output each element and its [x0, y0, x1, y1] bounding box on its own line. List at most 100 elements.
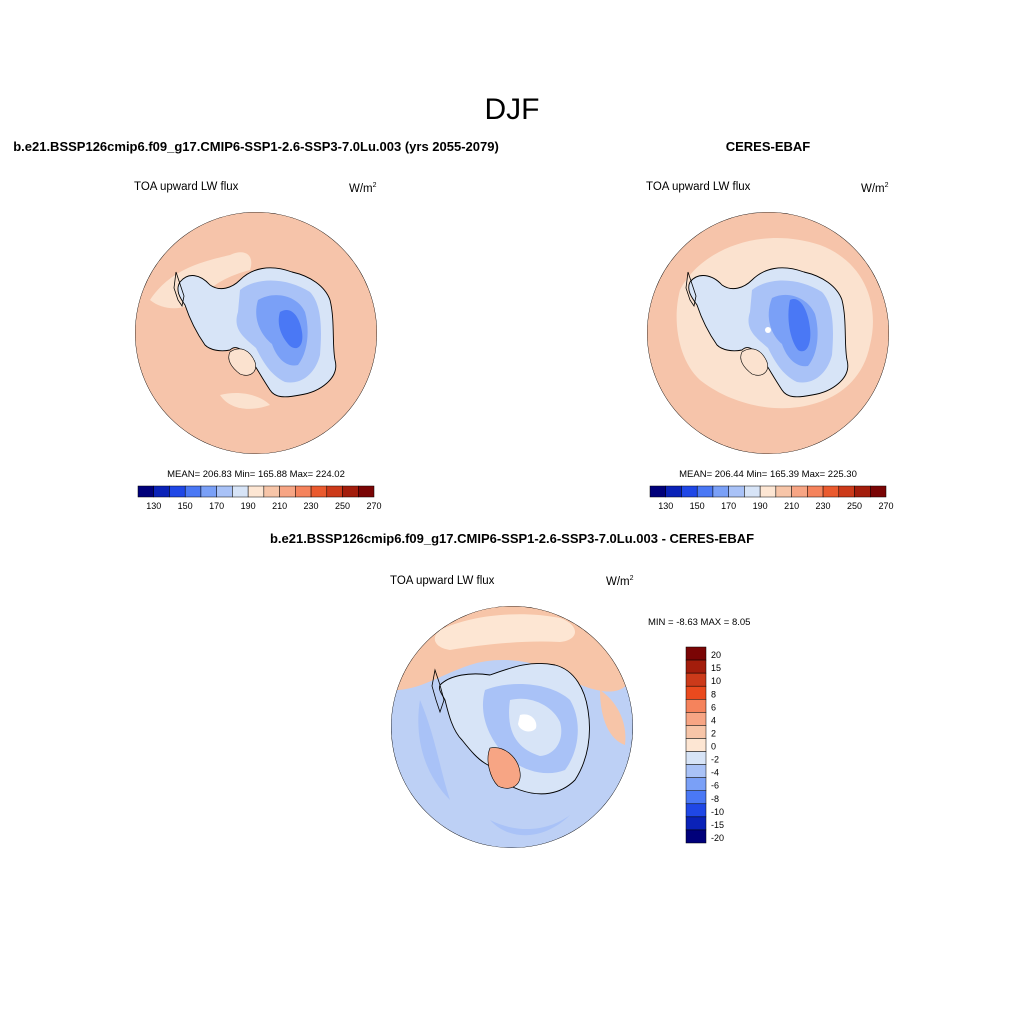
diff-colorbar-swatch	[685, 672, 707, 687]
obs-colorbar: 130 150 170 190 210 230 250 270	[649, 485, 894, 511]
obs-colorbar-swatch	[822, 485, 840, 498]
model-colorbar-tick-label: 210	[272, 501, 287, 511]
obs-colorbar-tick-label: 190	[753, 501, 768, 511]
obs-colorbar-tick-label: 270	[878, 501, 893, 511]
diff-colorbar-tick-label: 4	[711, 715, 716, 725]
model-colorbar-swatch	[137, 485, 154, 498]
diff-colorbar-tick-label: 20	[711, 650, 721, 660]
model-colorbar-tick-label: 270	[366, 501, 381, 511]
model-polar-map	[135, 212, 377, 454]
model-colorbar-swatch	[326, 485, 343, 498]
obs-colorbar-swatch	[649, 485, 666, 498]
model-colorbar-tick-label: 230	[304, 501, 319, 511]
model-colorbar-swatch	[200, 485, 217, 498]
diff-colorbar-tick-label: 2	[711, 728, 716, 738]
model-colorbar: 130 150 170 190 210 230 250 270	[137, 485, 382, 511]
obs-colorbar-tick-label: 250	[847, 501, 862, 511]
model-colorbar-swatch	[216, 485, 233, 498]
diff-colorbar-tick-label: -4	[711, 768, 719, 778]
obs-stats: MEAN= 206.44 Min= 165.39 Max= 225.30	[679, 469, 857, 480]
obs-colorbar-swatch	[870, 485, 887, 498]
model-colorbar-swatch	[184, 485, 202, 498]
diff-units-label: W/m2	[606, 575, 634, 588]
model-colorbar-swatch	[247, 485, 265, 498]
diff-colorbar-tick-label: -8	[711, 794, 719, 804]
diff-polar-map	[391, 606, 633, 848]
diff-colorbar-swatch	[685, 725, 707, 739]
diff-colorbar-tick-label: 6	[711, 702, 716, 712]
obs-peninsula	[685, 271, 697, 308]
model-colorbar-swatch	[310, 485, 328, 498]
model-variable-label: TOA upward LW flux	[134, 181, 239, 193]
model-colorbar-swatch	[279, 485, 296, 498]
obs-panel-header: CERES-EBAF	[726, 139, 811, 154]
obs-colorbar-tick-label: 170	[721, 501, 736, 511]
diff-colorbar-tick-label: 0	[711, 742, 716, 752]
model-colorbar-swatch	[232, 485, 249, 498]
model-colorbar-swatch	[263, 485, 280, 498]
model-colorbar-swatch	[169, 485, 186, 498]
diff-variable-label: TOA upward LW flux	[390, 575, 495, 587]
diff-minmax-label: MIN = -8.63 MAX = 8.05	[648, 617, 750, 628]
obs-colorbar-tick-label: 150	[690, 501, 705, 511]
diff-colorbar-tick-label: -10	[711, 807, 724, 817]
diff-colorbar-swatch	[685, 790, 707, 805]
model-colorbar-tick-label: 150	[178, 501, 193, 511]
obs-colorbar-swatch	[791, 485, 808, 498]
diff-colorbar-swatch	[685, 751, 707, 765]
model-colorbar-tick-label: 250	[335, 501, 350, 511]
obs-colorbar-swatch	[807, 485, 824, 498]
diff-colorbar-tick-label: -2	[711, 755, 719, 765]
model-colorbar-tick-label: 190	[241, 501, 256, 511]
diff-colorbar-swatch	[685, 712, 707, 726]
model-colorbar-swatch	[358, 485, 375, 498]
diff-colorbar-tick-label: 8	[711, 689, 716, 699]
diff-colorbar-tick-label: -20	[711, 833, 724, 843]
model-panel-header: b.e21.BSSP126cmip6.f09_g17.CMIP6-SSP1-2.…	[13, 139, 499, 154]
diff-colorbar-swatch	[685, 659, 707, 674]
model-panel: b.e21.BSSP126cmip6.f09_g17.CMIP6-SSP1-2.…	[13, 139, 499, 511]
obs-colorbar-swatch	[665, 485, 682, 498]
obs-colorbar-tick-label: 210	[784, 501, 799, 511]
diff-colorbar-tick-label: 10	[711, 676, 721, 686]
obs-colorbar-swatch	[775, 485, 792, 498]
obs-colorbar-swatch	[728, 485, 745, 498]
model-units-label: W/m2	[349, 182, 377, 195]
diff-colorbar-swatch	[685, 646, 707, 661]
obs-colorbar-swatch	[759, 485, 777, 498]
diff-colorbar-swatch	[685, 829, 707, 844]
obs-colorbar-swatch	[838, 485, 855, 498]
diff-colorbar-swatch	[685, 816, 707, 831]
diff-colorbar-swatch	[685, 777, 707, 791]
model-colorbar-swatch	[295, 485, 312, 498]
model-colorbar-tick-label: 170	[209, 501, 224, 511]
model-stats: MEAN= 206.83 Min= 165.88 Max= 224.02	[167, 469, 345, 480]
diff-ross-sea	[487, 747, 521, 789]
diff-colorbar-tick-label: -6	[711, 781, 719, 791]
model-colorbar-tick-label: 130	[146, 501, 161, 511]
diff-colorbar-swatch	[685, 699, 707, 713]
model-peninsula	[173, 271, 185, 308]
diff-colorbar-swatch	[685, 764, 707, 778]
diff-panel: b.e21.BSSP126cmip6.f09_g17.CMIP6-SSP1-2.…	[270, 531, 754, 848]
obs-ross-sea	[740, 348, 768, 376]
diff-colorbar-swatch	[685, 685, 707, 700]
model-colorbar-swatch	[342, 485, 359, 498]
model-colorbar-swatch	[153, 485, 170, 498]
obs-colorbar-swatch	[744, 485, 761, 498]
obs-units-label: W/m2	[861, 182, 889, 195]
obs-panel: CERES-EBAF TOA upward LW flux W/m2 MEAN=…	[646, 139, 894, 511]
model-ross-sea	[228, 348, 256, 376]
diff-colorbar-swatch	[685, 803, 707, 818]
diff-colorbar-tick-label: 15	[711, 663, 721, 673]
obs-colorbar-swatch	[681, 485, 698, 498]
diff-colorbar-swatch	[685, 738, 707, 752]
obs-colorbar-swatch	[712, 485, 729, 498]
diff-peninsula	[431, 668, 445, 714]
diff-panel-header: b.e21.BSSP126cmip6.f09_g17.CMIP6-SSP1-2.…	[270, 531, 754, 546]
obs-variable-label: TOA upward LW flux	[646, 181, 751, 193]
obs-colorbar-tick-label: 230	[816, 501, 831, 511]
